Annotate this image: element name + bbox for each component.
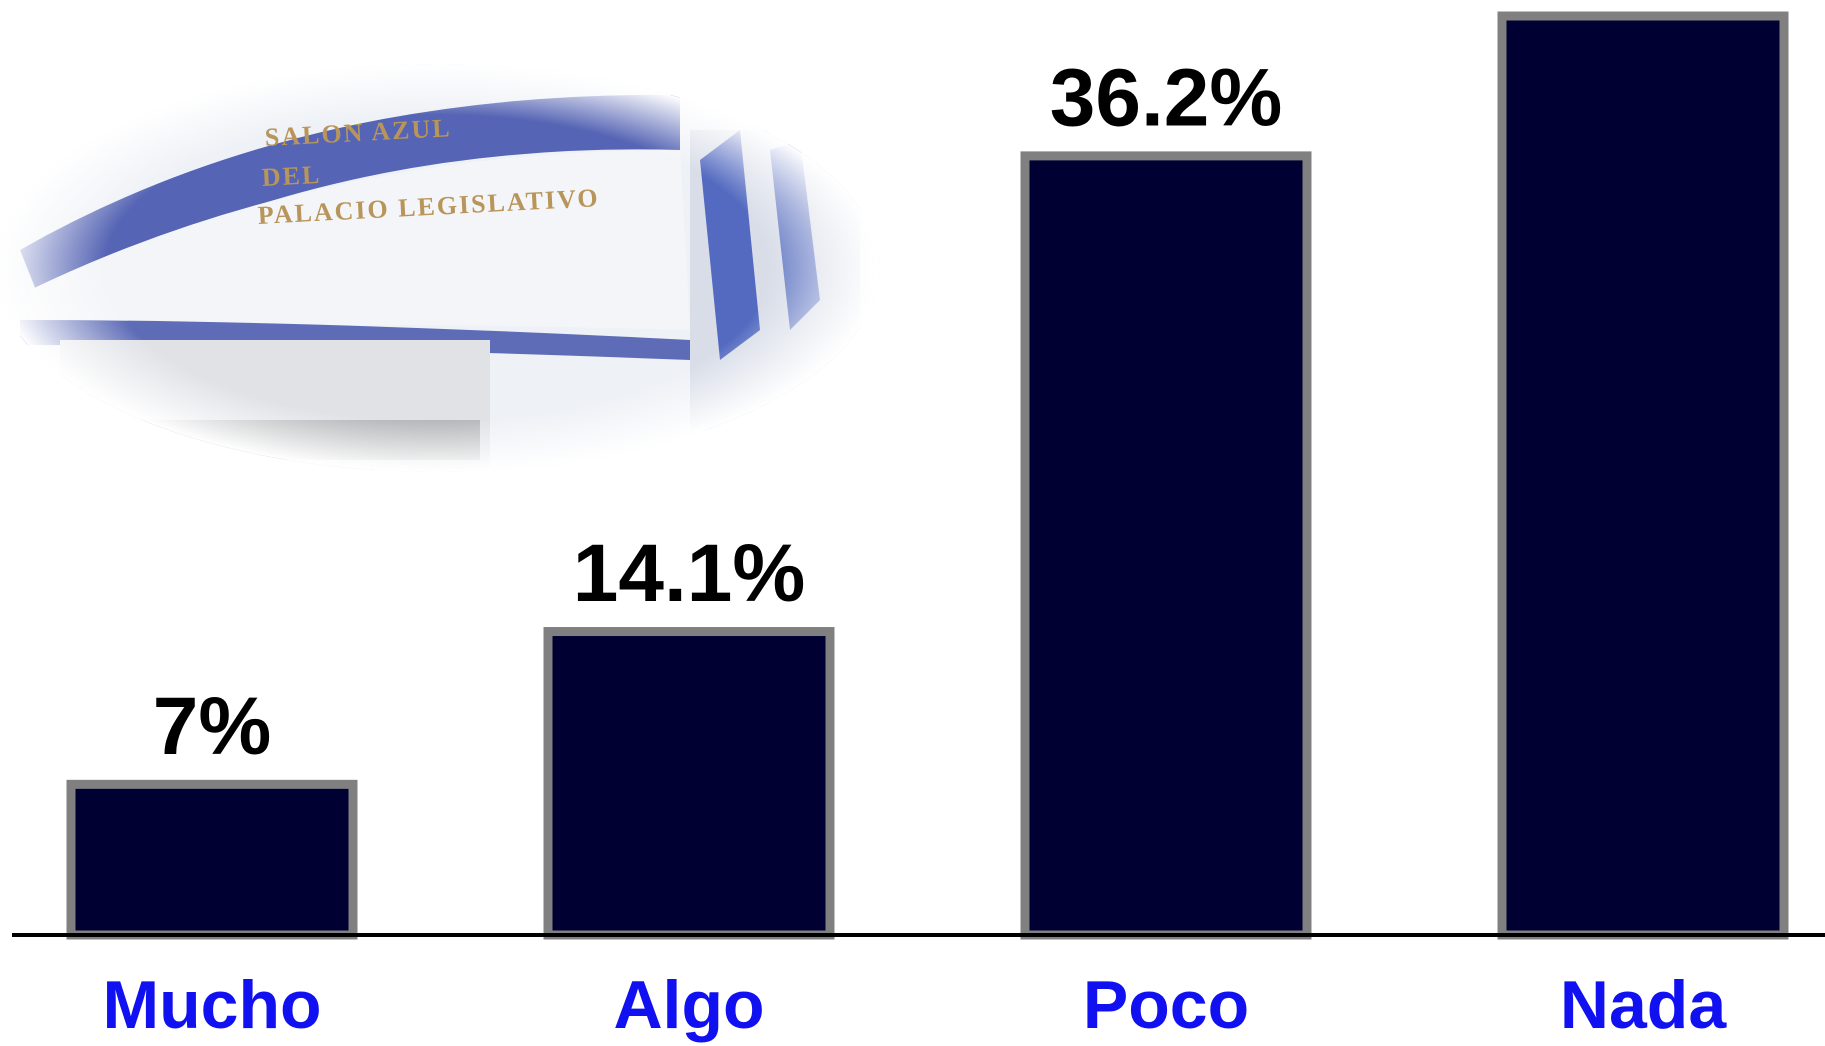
bar xyxy=(71,784,353,935)
x-tick-label: Mucho xyxy=(102,967,321,1043)
value-label: 14.1% xyxy=(573,528,806,619)
photo-sign-text: DEL xyxy=(261,160,322,192)
chart: SALON AZULDELPALACIO LEGISLATIVO 7% Mucho… xyxy=(0,0,1825,1046)
bar xyxy=(1025,156,1307,935)
bar xyxy=(548,632,830,935)
x-tick-label: Poco xyxy=(1083,967,1249,1043)
x-tick-label: Algo xyxy=(613,967,764,1043)
value-label: 7% xyxy=(153,681,272,772)
x-tick-label: Nada xyxy=(1560,967,1727,1043)
bar xyxy=(1502,16,1784,935)
value-label: 36.2% xyxy=(1050,53,1283,144)
